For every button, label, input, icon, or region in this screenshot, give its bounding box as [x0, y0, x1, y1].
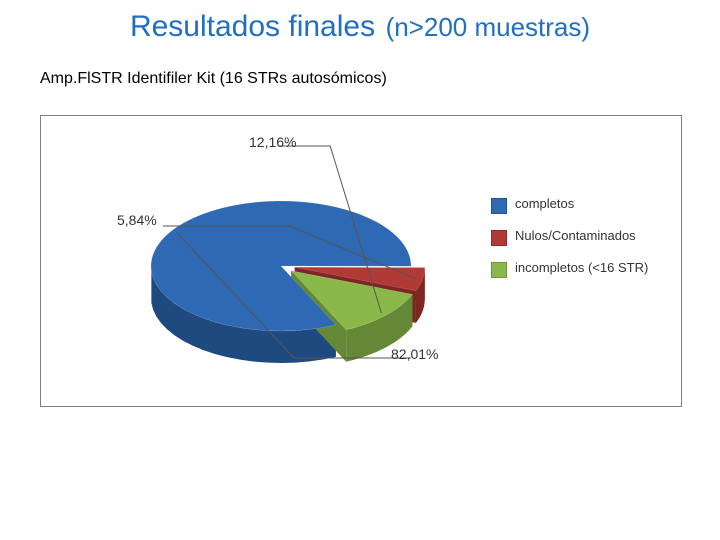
title-main: Resultados finales — [130, 10, 375, 43]
pie-chart — [111, 136, 431, 396]
legend-item-incompletos: incompletos (<16 STR) — [491, 260, 661, 278]
legend-label-nulos: Nulos/Contaminados — [515, 228, 636, 244]
pie-chart-container: 12,16% 5,84% 82,01% completos Nulos/Cont… — [40, 115, 682, 407]
legend-swatch-nulos — [491, 230, 507, 246]
legend-swatch-incompletos — [491, 262, 507, 278]
pct-label-incompletos: 12,16% — [249, 134, 296, 150]
pie-legend: completos Nulos/Contaminados incompletos… — [491, 196, 661, 292]
legend-label-incompletos: incompletos (<16 STR) — [515, 260, 648, 276]
subtitle: Amp.FlSTR Identifiler Kit (16 STRs autos… — [40, 70, 387, 88]
legend-item-nulos: Nulos/Contaminados — [491, 228, 661, 246]
pct-label-completos: 82,01% — [391, 346, 438, 362]
legend-item-completos: completos — [491, 196, 661, 214]
legend-label-completos: completos — [515, 196, 574, 212]
slide-title: Resultados finales (n>200 muestras) — [0, 10, 720, 44]
legend-swatch-completos — [491, 198, 507, 214]
pct-label-nulos: 5,84% — [117, 212, 157, 228]
title-sub: (n>200 muestras) — [386, 12, 590, 42]
